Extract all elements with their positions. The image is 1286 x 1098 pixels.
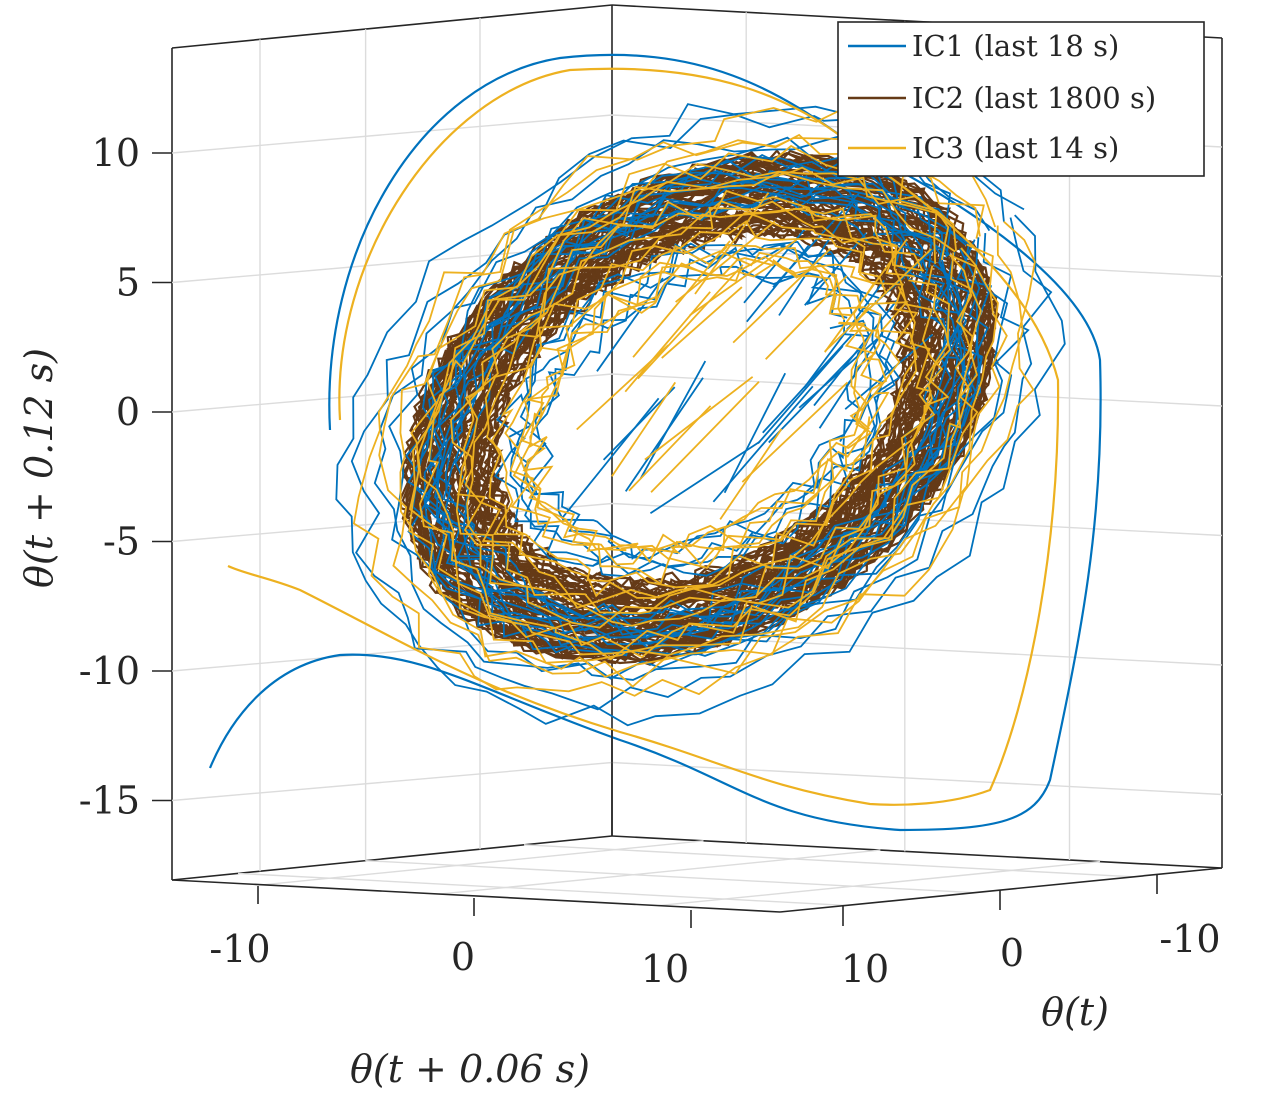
series-ic3-path (675, 220, 776, 303)
y-tick-label: 10 (841, 947, 889, 991)
x-tick-label: 0 (451, 935, 475, 979)
plot-box-front (171, 730, 1223, 913)
plot-box-back (171, 4, 1223, 881)
series-ic2-path (478, 218, 922, 597)
legend-label-ic2: IC2 (last 1800 s) (912, 81, 1156, 115)
z-tick-label: 0 (116, 390, 140, 434)
series-ic1-path (723, 372, 787, 494)
x-tick-label: -10 (209, 927, 270, 971)
grid-line-floor (365, 859, 975, 894)
y-tick-label: -10 (1159, 917, 1220, 961)
legend-label-ic1: IC1 (last 18 s) (912, 29, 1119, 63)
grid-line-floor (658, 860, 1101, 907)
series-ic3-path (417, 166, 982, 661)
series-ic3-path (521, 262, 877, 554)
series-ic3-path (227, 67, 1060, 806)
series-ic1-path (434, 174, 966, 632)
series-ic1-path (639, 360, 707, 480)
series-ic1-path (803, 279, 885, 389)
z-tick-label: 5 (116, 261, 140, 305)
tick-labels: 10 5 0 -5 -10 -15 -10 0 10 10 0 -10 (79, 131, 1221, 991)
z-axis-title: θ(t + 0.12 s) (17, 348, 61, 588)
series-ic3-path (650, 381, 760, 493)
y-axis-title: θ(t) (1041, 990, 1109, 1034)
series-ic3-path (352, 106, 1036, 697)
series-ic3-path (741, 381, 849, 483)
series-ic3-path (661, 286, 743, 359)
series-ic1-path (208, 53, 1102, 832)
series-ic3-path (624, 291, 711, 393)
series-ic3-path (732, 247, 832, 344)
series-ic1-path (649, 440, 761, 514)
x-tick-label: 10 (641, 947, 689, 991)
grid-line-floor (439, 849, 881, 895)
series-ic3-path (450, 200, 951, 627)
series-ic3-path (484, 211, 919, 600)
series-ic3-path (516, 257, 885, 561)
z-tick-label: -5 (103, 520, 140, 564)
series-ic3-path (628, 405, 712, 492)
grid-line-floor (237, 872, 847, 907)
series-ic3 (227, 67, 1060, 806)
grid-line-floor (523, 844, 1134, 878)
series-ic3-path (522, 255, 874, 564)
grid-line-floor (263, 840, 704, 886)
series-ic3-path (512, 250, 888, 566)
series-ic1-path (423, 169, 977, 652)
series-ic3-path (611, 381, 677, 477)
series-ic3-path (455, 189, 950, 629)
series-ic3-path (632, 240, 731, 358)
series-ic1 (208, 53, 1102, 832)
series-ic1-path (813, 299, 898, 407)
trajectories (208, 53, 1102, 832)
z-tick-label: 10 (92, 131, 140, 175)
series-ic3-path (464, 200, 932, 609)
series-ic1-path (407, 153, 993, 656)
series-ic1-path (757, 345, 844, 444)
legend-label-ic3: IC3 (last 14 s) (912, 131, 1119, 165)
axis-ticks (152, 152, 1158, 928)
y-tick-label: 0 (1000, 931, 1024, 975)
z-tick-label: -10 (79, 649, 140, 693)
series-ic3-path (418, 171, 974, 659)
x-axis-title: θ(t + 0.06 s) (350, 1047, 590, 1091)
series-ic1-path (561, 397, 660, 518)
grid-line-z (171, 373, 1223, 413)
series-ic3-path (824, 238, 908, 353)
series-ic3-path (408, 144, 999, 664)
grid-line-z (171, 761, 1223, 802)
series-ic3-path (765, 275, 848, 360)
series-ic3-path (689, 238, 798, 316)
grid-line-z (171, 502, 1223, 543)
series-ic1-path (596, 277, 664, 372)
series-ic3-path (399, 133, 1008, 678)
series-ic1-path (778, 202, 854, 316)
legend: IC1 (last 18 s) IC2 (last 1800 s) IC3 (l… (837, 21, 1205, 177)
series-ic1-path (509, 242, 901, 568)
series-ic1-path (844, 333, 934, 410)
z-tick-label: -15 (79, 779, 140, 823)
series-ic1-path (804, 232, 867, 306)
series-ic3-path (456, 207, 944, 615)
series-ic1-path (350, 113, 1053, 711)
series-ic3-path (488, 220, 918, 589)
series-ic1-path (768, 346, 862, 444)
series-ic3-path (637, 264, 744, 380)
series-ic2-path (477, 220, 919, 595)
series-ic3-path (824, 248, 932, 352)
